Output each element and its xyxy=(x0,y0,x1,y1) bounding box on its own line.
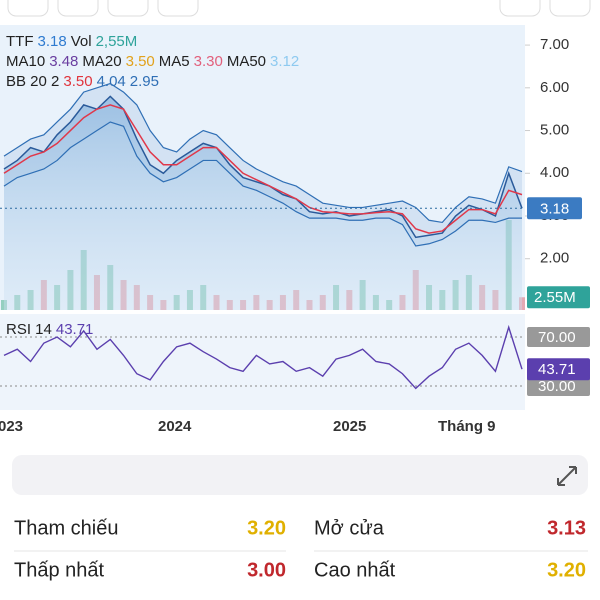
rsi-level-tag xyxy=(527,327,590,348)
tool-button[interactable] xyxy=(107,0,149,17)
rsi-tag-label: 43.71 xyxy=(538,361,576,378)
legend-item: 2,55M xyxy=(96,33,138,50)
price-tag-label: 3.18 xyxy=(540,200,569,217)
legend-item: MA50 xyxy=(227,53,266,70)
expand-icon[interactable] xyxy=(557,466,577,486)
legend-item: 2.95 xyxy=(130,73,159,90)
legend-item: TTF xyxy=(6,33,34,50)
x-axis-label: Tháng 9 xyxy=(438,418,496,435)
tool-button[interactable] xyxy=(157,0,199,17)
price-line xyxy=(3,95,523,239)
stat-label: Thấp nhất xyxy=(14,559,105,581)
range-bar xyxy=(12,455,588,495)
share-button[interactable] xyxy=(549,0,591,17)
volume-tag-label: 2.55M xyxy=(534,289,576,306)
settings-button[interactable] xyxy=(499,0,541,17)
legend-item: 3.50 xyxy=(63,73,92,90)
stat-label: Mở cửa xyxy=(314,517,385,539)
y-tick-label: 5.00 xyxy=(540,122,569,139)
y-tick-label: 2.00 xyxy=(540,250,569,267)
legend-item: MA20 xyxy=(82,53,121,70)
rsi-tag xyxy=(527,358,590,381)
rsi-level-label: 30.00 xyxy=(538,378,576,395)
y-tick-label: 6.00 xyxy=(540,79,569,96)
legend-item: MA10 xyxy=(6,53,45,70)
legend-item: 3.30 xyxy=(194,53,223,70)
legend-item: 43.71 xyxy=(56,321,94,338)
rsi-level-label: 70.00 xyxy=(538,329,576,346)
legend: RSI 14 43.71 xyxy=(6,321,93,338)
bb-upper-line xyxy=(3,82,523,224)
price-tag xyxy=(527,197,582,220)
stat-label: Cao nhất xyxy=(314,559,396,581)
tool-button[interactable] xyxy=(57,0,99,17)
stat-value: 3.20 xyxy=(247,517,286,539)
y-tick-label: 7.00 xyxy=(540,36,569,53)
stat-label: Tham chiếu xyxy=(14,517,119,539)
legend-item: MA5 xyxy=(159,53,190,70)
x-axis-label: 023 xyxy=(0,418,23,435)
legend-item: 3.12 xyxy=(270,53,299,70)
legend-item: BB 20 2 xyxy=(6,73,59,90)
stat-value: 3.13 xyxy=(547,517,586,539)
legend: TTF 3.18 Vol 2,55M xyxy=(6,33,137,50)
legend-item: 3.48 xyxy=(49,53,78,70)
y-tick-label: 4.00 xyxy=(540,164,569,181)
bb-lower-line xyxy=(3,121,522,247)
tool-button[interactable] xyxy=(7,0,49,17)
stat-value: 3.00 xyxy=(247,559,286,581)
rsi-panel xyxy=(0,314,525,410)
rsi-line xyxy=(3,324,523,390)
x-axis-label: 2025 xyxy=(333,418,366,435)
rsi-level-tag xyxy=(527,375,590,396)
legend-item: 3.18 xyxy=(38,33,67,50)
legend: BB 20 2 3.50 4.04 2.95 xyxy=(6,73,159,90)
volume-tag xyxy=(527,286,590,309)
legend-item: Vol xyxy=(71,33,92,50)
legend-item: 3.50 xyxy=(126,53,155,70)
stat-value: 3.20 xyxy=(547,559,586,581)
x-axis-label: 2024 xyxy=(158,418,192,435)
legend-item: RSI 14 xyxy=(6,321,52,338)
legend-item: 4.04 xyxy=(97,73,126,90)
legend: MA10 3.48 MA20 3.50 MA5 3.30 MA50 3.12 xyxy=(6,53,299,70)
ma-line xyxy=(3,104,523,234)
